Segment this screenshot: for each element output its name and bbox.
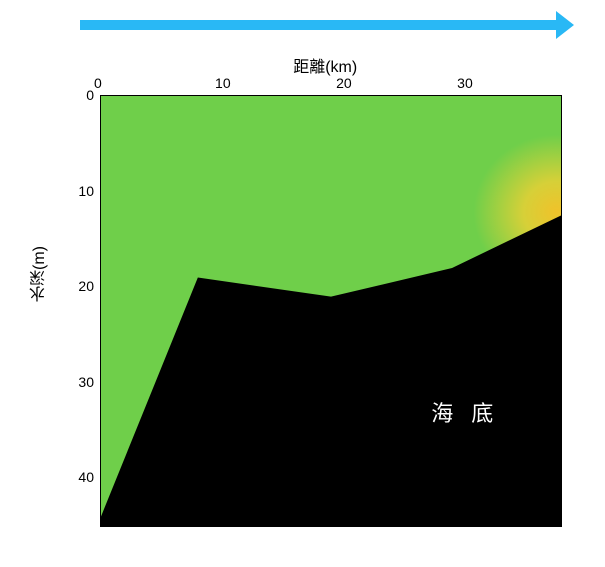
y-tick: 40 [70,469,94,485]
plot-area [100,95,562,527]
y-tick: 30 [70,374,94,390]
y-axis-title: 水深(m) [28,246,52,302]
y-tick: 20 [70,278,94,294]
y-tick: 10 [70,183,94,199]
x-tick: 0 [94,75,102,91]
x-tick: 10 [215,75,231,91]
x-axis-title: 距離(km) [293,53,357,77]
y-tick: 0 [70,87,94,103]
direction-arrow [80,20,556,30]
depth-distance-section-chart: 距離(km) 水深(m) [20,20,585,547]
seafloor-label: 海 底 [431,396,499,428]
x-tick: 30 [457,75,473,91]
x-tick: 20 [336,75,352,91]
direction-arrow-head [556,11,574,39]
